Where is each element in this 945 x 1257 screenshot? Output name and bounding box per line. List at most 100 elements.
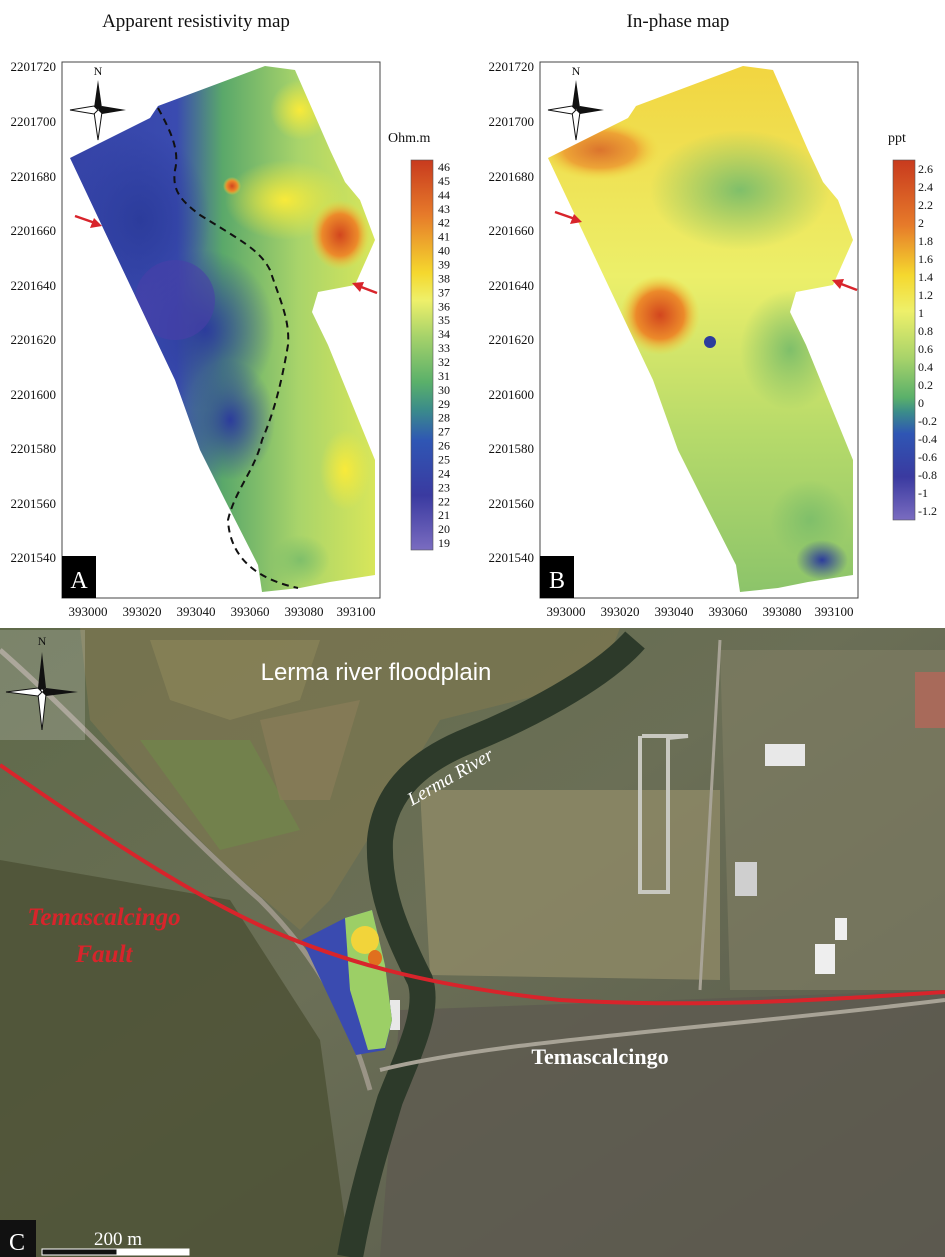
colorbar-label: 1.4 (918, 270, 933, 284)
colorbar-label: 31 (438, 369, 450, 383)
colorbar-label: 1.2 (918, 288, 933, 302)
colorbar-label: 23 (438, 480, 450, 494)
colorbar-label: 36 (438, 299, 450, 313)
panel-c: N Lerma river floodplain Lerma River Tem… (0, 628, 945, 1257)
fault-line (0, 763, 945, 1006)
colorbar-label: 2.6 (918, 162, 933, 176)
arrow-icon (352, 282, 364, 292)
colorbar-label: 25 (438, 452, 450, 466)
svg-text:393060: 393060 (231, 604, 270, 619)
north-arrow-a: N (69, 64, 126, 141)
panel-b-y-axis: 2201720 2201700 2201680 2201660 2201640 … (489, 59, 535, 565)
compass-icon (94, 80, 102, 112)
panel-a-title: Apparent resistivity map (102, 11, 290, 32)
svg-text:393080: 393080 (763, 604, 802, 619)
fault-label-line1: Temascalcingo (27, 904, 180, 931)
svg-text:2201620: 2201620 (11, 332, 57, 347)
colorbar-label: 42 (438, 216, 450, 230)
north-label: N (572, 64, 581, 78)
scale-bar: 200 m (41, 1229, 190, 1256)
colorbar-label: 20 (438, 522, 450, 536)
colorbar-label: 2.2 (918, 198, 933, 212)
scale-label: 200 m (94, 1229, 142, 1250)
colorbar-label: 21 (438, 508, 450, 522)
floodplain-label: Lerma river floodplain (261, 659, 492, 686)
colorbar-label: 19 (438, 536, 450, 550)
colorbar-label: -0.8 (918, 468, 937, 482)
colorbar-label: 0.2 (918, 378, 933, 392)
colorbar-label: 37 (438, 285, 450, 299)
svg-text:2201720: 2201720 (489, 59, 535, 74)
survey-overlay (302, 910, 392, 1055)
panel-b-x-axis: 393000 393020 393040 393060 393080 39310… (547, 604, 854, 619)
colorbar-label: 26 (438, 439, 450, 453)
colorbar-label: 1.6 (918, 252, 933, 266)
colorbar-label: -0.6 (918, 450, 937, 464)
north-label: N (38, 634, 47, 648)
svg-text:393060: 393060 (709, 604, 748, 619)
town-label: Temascalcingo (531, 1044, 668, 1069)
colorbar-label: 35 (438, 313, 450, 327)
panel-b: In-phase map N 2201720 (489, 11, 938, 619)
svg-text:2201600: 2201600 (489, 387, 535, 402)
colorbar-label: -1.2 (918, 504, 937, 518)
panel-a-x-axis: 393000 393020 393040 393060 393080 39310… (69, 604, 376, 619)
colorbar-label: 1 (918, 306, 924, 320)
colorbar-label: 33 (438, 341, 450, 355)
colorbar-label: 2 (918, 216, 924, 230)
arrow-icon (570, 214, 582, 224)
svg-text:2201660: 2201660 (489, 223, 535, 238)
colorbar-label: 32 (438, 355, 450, 369)
colorbar-b: ppt 2.6 2.4 2.2 2 1.8 1.6 1.4 1.2 1 0.8 0.6 0.4 0.2 0… (888, 131, 937, 521)
north-label: N (94, 64, 103, 78)
colorbar-label: 0 (918, 396, 924, 410)
colorbar-label: 45 (438, 174, 450, 188)
panel-a-label-box (62, 556, 96, 598)
colorbar-a-unit: Ohm.m (388, 131, 431, 146)
colorbar-label: 27 (438, 425, 450, 439)
svg-text:393000: 393000 (547, 604, 586, 619)
panel-a-label: A (70, 568, 88, 594)
svg-text:2201640: 2201640 (11, 278, 57, 293)
svg-text:393020: 393020 (123, 604, 162, 619)
panel-c-label: C (9, 1230, 25, 1256)
panel-b-label: B (549, 568, 565, 594)
colorbar-label: 0.4 (918, 360, 933, 374)
north-arrow-b: N (547, 64, 604, 141)
colorbar-label: -1 (918, 486, 928, 500)
colorbar-label: 46 (438, 160, 450, 174)
svg-text:2201640: 2201640 (489, 278, 535, 293)
colorbar-label: 1.8 (918, 234, 933, 248)
colorbar-label: -0.2 (918, 414, 937, 428)
panel-b-title: In-phase map (627, 11, 730, 32)
compass-icon (38, 652, 46, 692)
svg-text:2201580: 2201580 (489, 441, 535, 456)
fault-label-line2: Fault (75, 941, 134, 968)
svg-text:2201560: 2201560 (489, 496, 535, 511)
boundary-dashed-line (157, 107, 299, 589)
svg-text:2201540: 2201540 (489, 550, 535, 565)
colorbar-label: 38 (438, 271, 450, 285)
colorbar-b-unit: ppt (888, 131, 906, 146)
panel-b-label-box (540, 556, 574, 598)
svg-text:393000: 393000 (69, 604, 108, 619)
colorbar-label: 39 (438, 257, 450, 271)
svg-text:2201720: 2201720 (11, 59, 57, 74)
colorbar-a: Ohm.m 4645444342414039383736353433323130… (388, 131, 450, 551)
arrow-icon (832, 279, 844, 289)
svg-text:393080: 393080 (285, 604, 324, 619)
svg-text:2201540: 2201540 (11, 550, 57, 565)
svg-text:2201580: 2201580 (11, 441, 57, 456)
north-arrow-c: N (0, 630, 85, 740)
svg-text:2201700: 2201700 (489, 114, 535, 129)
lerma-river (337, 631, 645, 1257)
colorbar-label: -0.4 (918, 432, 937, 446)
colorbar-label: 22 (438, 494, 450, 508)
colorbar-label: 44 (438, 188, 450, 202)
colorbar-label: 34 (438, 327, 450, 341)
compass-icon (572, 80, 580, 112)
colorbar-label: 24 (438, 466, 450, 480)
panel-a: Apparent resistivity map N (11, 11, 451, 619)
colorbar-label: 40 (438, 244, 450, 258)
